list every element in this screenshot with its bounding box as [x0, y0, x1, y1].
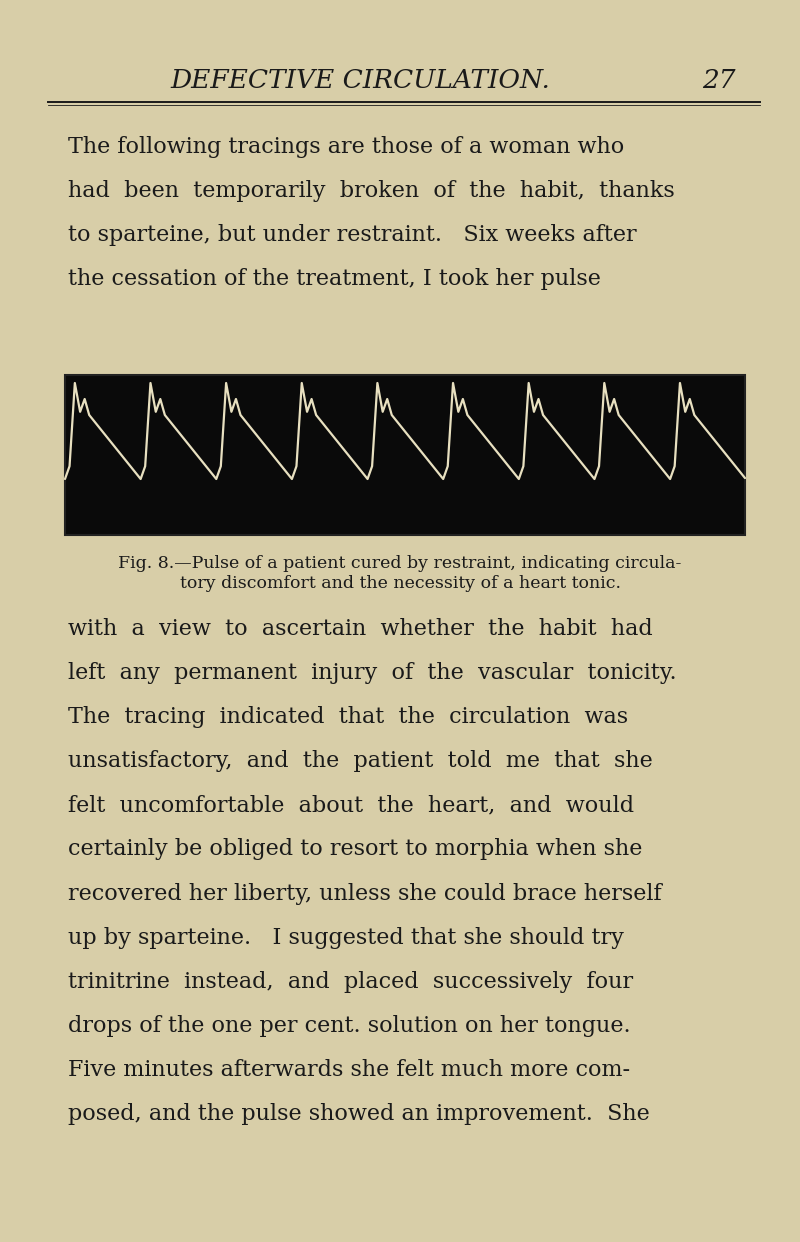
Text: trinitrine  instead,  and  placed  successively  four: trinitrine instead, and placed successiv…: [68, 971, 633, 992]
Text: the cessation of the treatment, I took her pulse: the cessation of the treatment, I took h…: [68, 268, 601, 291]
Text: certainly be obliged to resort to morphia when she: certainly be obliged to resort to morphi…: [68, 838, 642, 861]
Text: left  any  permanent  injury  of  the  vascular  tonicity.: left any permanent injury of the vascula…: [68, 662, 677, 684]
Bar: [65, 375, 745, 535]
Text: to sparteine, but under restraint.   Six weeks after: to sparteine, but under restraint. Six w…: [68, 225, 637, 246]
Text: Five minutes afterwards she felt much more com-: Five minutes afterwards she felt much mo…: [68, 1059, 630, 1081]
Text: felt  uncomfortable  about  the  heart,  and  would: felt uncomfortable about the heart, and …: [68, 795, 634, 816]
Text: DEFECTIVE CIRCULATION.: DEFECTIVE CIRCULATION.: [170, 68, 550, 93]
Text: 27: 27: [702, 68, 736, 93]
Text: posed, and the pulse showed an improvement.  She: posed, and the pulse showed an improveme…: [68, 1103, 650, 1125]
Text: with  a  view  to  ascertain  whether  the  habit  had: with a view to ascertain whether the hab…: [68, 619, 653, 640]
Text: up by sparteine.   I suggested that she should try: up by sparteine. I suggested that she sh…: [68, 927, 624, 949]
Text: drops of the one per cent. solution on her tongue.: drops of the one per cent. solution on h…: [68, 1015, 630, 1037]
Text: had  been  temporarily  broken  of  the  habit,  thanks: had been temporarily broken of the habit…: [68, 180, 674, 202]
Text: The following tracings are those of a woman who: The following tracings are those of a wo…: [68, 137, 624, 158]
Text: recovered her liberty, unless she could brace herself: recovered her liberty, unless she could …: [68, 883, 662, 904]
Text: unsatisfactory,  and  the  patient  told  me  that  she: unsatisfactory, and the patient told me …: [68, 750, 653, 773]
Text: tory discomfort and the necessity of a heart tonic.: tory discomfort and the necessity of a h…: [179, 575, 621, 592]
Text: Fig. 8.—Pulse of a patient cured by restraint, indicating circula-: Fig. 8.—Pulse of a patient cured by rest…: [118, 555, 682, 573]
Text: The  tracing  indicated  that  the  circulation  was: The tracing indicated that the circulati…: [68, 707, 628, 728]
